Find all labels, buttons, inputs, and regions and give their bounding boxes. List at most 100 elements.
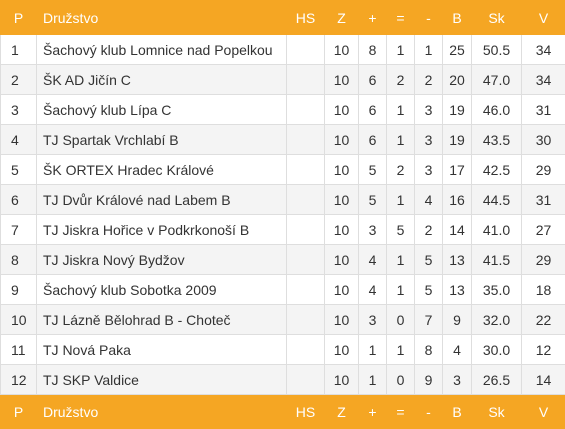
cell-team[interactable]: Šachový klub Sobotka 2009 [37, 275, 287, 305]
cell-played: 10 [325, 95, 359, 125]
cell-hs [287, 335, 325, 365]
cell-score: 43.5 [472, 125, 522, 155]
cell-draws: 1 [387, 275, 415, 305]
header-row: P Družstvo HS Z + = - B Sk V [1, 1, 565, 35]
col-header-hs[interactable]: HS [287, 1, 325, 35]
cell-v: 29 [522, 155, 565, 185]
cell-points: 19 [443, 125, 472, 155]
cell-losses: 2 [415, 215, 443, 245]
cell-losses: 4 [415, 185, 443, 215]
cell-score: 32.0 [472, 305, 522, 335]
cell-wins: 3 [359, 215, 387, 245]
cell-played: 10 [325, 305, 359, 335]
col-footer-losses: - [415, 395, 443, 429]
cell-position: 7 [1, 215, 37, 245]
col-header-position[interactable]: P [1, 1, 37, 35]
cell-played: 10 [325, 35, 359, 65]
cell-draws: 0 [387, 305, 415, 335]
cell-losses: 1 [415, 35, 443, 65]
cell-wins: 3 [359, 305, 387, 335]
cell-points: 20 [443, 65, 472, 95]
col-header-wins[interactable]: + [359, 1, 387, 35]
cell-draws: 1 [387, 35, 415, 65]
cell-position: 1 [1, 35, 37, 65]
cell-losses: 8 [415, 335, 443, 365]
cell-hs [287, 215, 325, 245]
cell-points: 9 [443, 305, 472, 335]
cell-hs [287, 125, 325, 155]
cell-score: 35.0 [472, 275, 522, 305]
cell-team[interactable]: TJ Nová Paka [37, 335, 287, 365]
cell-draws: 1 [387, 95, 415, 125]
cell-score: 44.5 [472, 185, 522, 215]
cell-position: 12 [1, 365, 37, 395]
cell-points: 3 [443, 365, 472, 395]
cell-draws: 2 [387, 155, 415, 185]
cell-draws: 1 [387, 335, 415, 365]
cell-score: 41.5 [472, 245, 522, 275]
cell-wins: 1 [359, 365, 387, 395]
cell-hs [287, 365, 325, 395]
cell-position: 3 [1, 95, 37, 125]
cell-hs [287, 245, 325, 275]
cell-position: 4 [1, 125, 37, 155]
col-header-score[interactable]: Sk [472, 1, 522, 35]
col-header-v[interactable]: V [522, 1, 565, 35]
cell-hs [287, 155, 325, 185]
cell-wins: 6 [359, 65, 387, 95]
cell-losses: 5 [415, 245, 443, 275]
cell-v: 18 [522, 275, 565, 305]
cell-position: 9 [1, 275, 37, 305]
cell-points: 17 [443, 155, 472, 185]
cell-team[interactable]: TJ Dvůr Králové nad Labem B [37, 185, 287, 215]
footer-row: P Družstvo HS Z + = - B Sk V [1, 395, 565, 429]
cell-position: 2 [1, 65, 37, 95]
cell-team[interactable]: TJ Spartak Vrchlabí B [37, 125, 287, 155]
cell-played: 10 [325, 335, 359, 365]
cell-points: 13 [443, 275, 472, 305]
cell-played: 10 [325, 365, 359, 395]
cell-position: 6 [1, 185, 37, 215]
cell-score: 42.5 [472, 155, 522, 185]
cell-team[interactable]: Šachový klub Lomnice nad Popelkou [37, 35, 287, 65]
cell-team[interactable]: Šachový klub Lípa C [37, 95, 287, 125]
cell-points: 13 [443, 245, 472, 275]
cell-team[interactable]: TJ Lázně Bělohrad B - Choteč [37, 305, 287, 335]
cell-team[interactable]: TJ Jiskra Hořice v Podkrkonoší B [37, 215, 287, 245]
cell-losses: 7 [415, 305, 443, 335]
cell-score: 26.5 [472, 365, 522, 395]
col-footer-team: Družstvo [37, 395, 287, 429]
cell-hs [287, 185, 325, 215]
cell-score: 46.0 [472, 95, 522, 125]
cell-hs [287, 35, 325, 65]
cell-played: 10 [325, 275, 359, 305]
col-header-played[interactable]: Z [325, 1, 359, 35]
col-header-team[interactable]: Družstvo [37, 1, 287, 35]
col-footer-score: Sk [472, 395, 522, 429]
cell-v: 27 [522, 215, 565, 245]
col-header-losses[interactable]: - [415, 1, 443, 35]
cell-team[interactable]: TJ SKP Valdice [37, 365, 287, 395]
col-header-points[interactable]: B [443, 1, 472, 35]
cell-losses: 3 [415, 95, 443, 125]
cell-wins: 1 [359, 335, 387, 365]
col-header-draws[interactable]: = [387, 1, 415, 35]
cell-position: 8 [1, 245, 37, 275]
cell-draws: 1 [387, 185, 415, 215]
cell-team[interactable]: TJ Jiskra Nový Bydžov [37, 245, 287, 275]
cell-team[interactable]: ŠK AD Jičín C [37, 65, 287, 95]
cell-v: 31 [522, 95, 565, 125]
cell-played: 10 [325, 65, 359, 95]
cell-losses: 2 [415, 65, 443, 95]
cell-hs [287, 305, 325, 335]
cell-team[interactable]: ŠK ORTEX Hradec Králové [37, 155, 287, 185]
